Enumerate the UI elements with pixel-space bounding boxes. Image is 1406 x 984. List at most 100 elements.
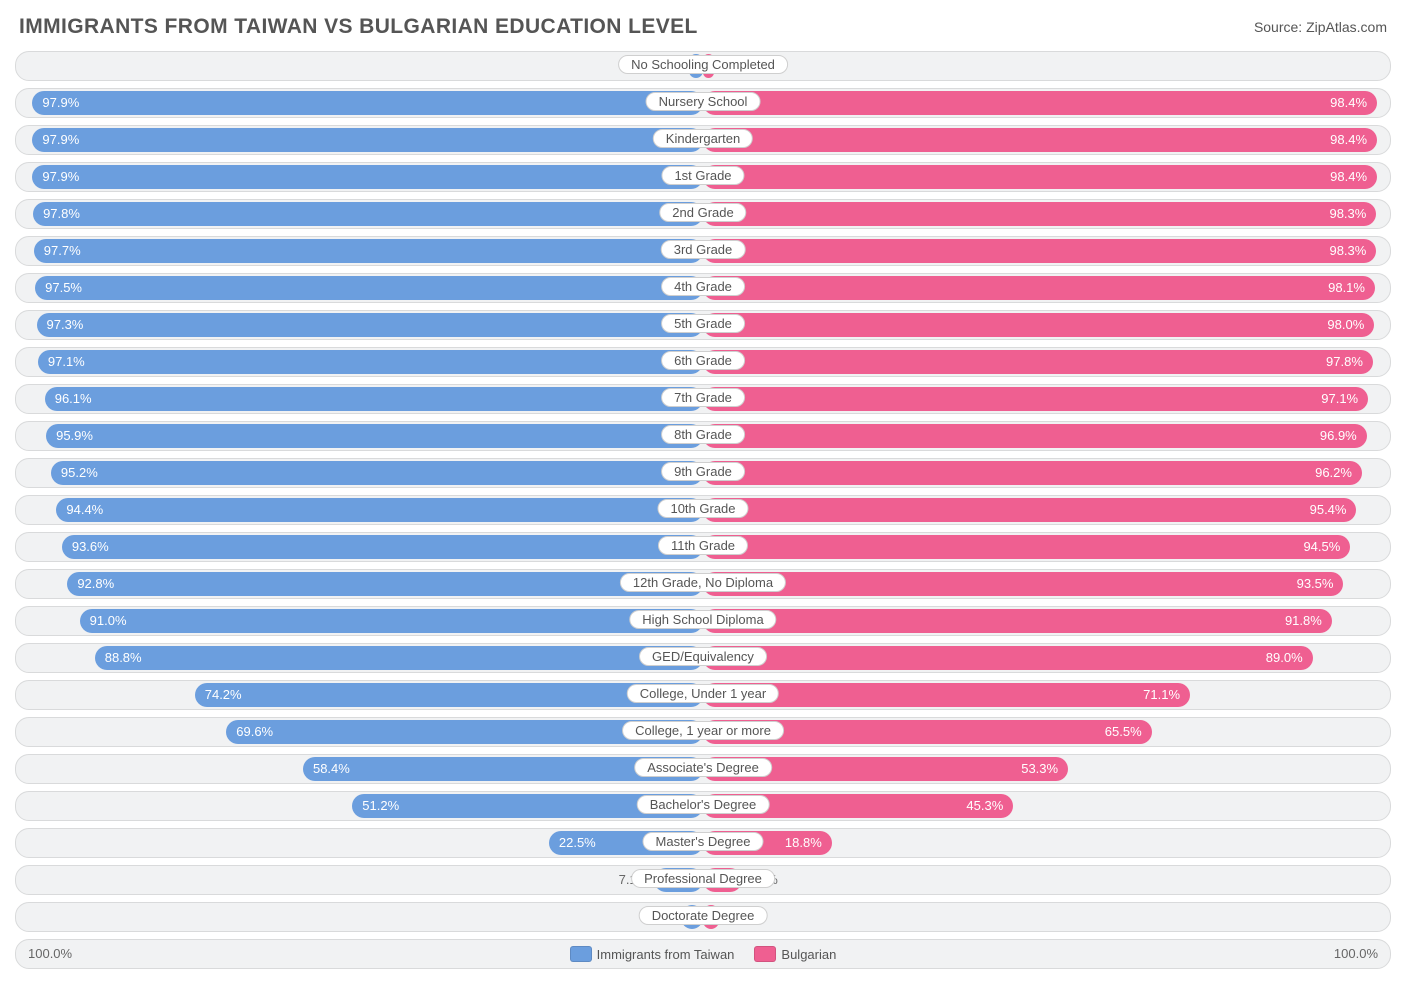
- bar-left: 97.5%: [35, 276, 703, 300]
- category-label: Professional Degree: [631, 869, 775, 888]
- diverging-bar-chart: 2.1%1.6%No Schooling Completed 97.9% 98.4%…: [15, 51, 1391, 969]
- bar-right: 97.8%: [703, 350, 1373, 374]
- chart-row: 96.1% 97.1% 7th Grade: [15, 384, 1391, 414]
- value-right: 98.1%: [1318, 276, 1375, 300]
- category-label: Associate's Degree: [634, 758, 772, 777]
- bar-left: 91.0%: [80, 609, 703, 633]
- value-right: 65.5%: [1095, 720, 1152, 744]
- axis-label-right: 100.0%: [1322, 940, 1390, 968]
- bar-left: 97.9%: [32, 165, 703, 189]
- value-left: 97.9%: [32, 91, 89, 115]
- chart-row: 95.9% 96.9% 8th Grade: [15, 421, 1391, 451]
- bar-right: 98.4%: [703, 128, 1377, 152]
- chart-row: 51.2%45.3%Bachelor's Degree: [15, 791, 1391, 821]
- bar-right: 98.3%: [703, 239, 1376, 263]
- value-left: 97.1%: [38, 350, 95, 374]
- value-right: 96.9%: [1310, 424, 1367, 448]
- value-left: 58.4%: [303, 757, 360, 781]
- category-label: No Schooling Completed: [618, 55, 788, 74]
- chart-row: 92.8%93.5%12th Grade, No Diploma: [15, 569, 1391, 599]
- category-label: 3rd Grade: [661, 240, 746, 259]
- bar-right: 98.0%: [703, 313, 1374, 337]
- bar-right: 91.8%: [703, 609, 1332, 633]
- legend-label-right: Bulgarian: [781, 947, 836, 962]
- category-label: 8th Grade: [661, 425, 745, 444]
- bar-left: 97.8%: [33, 202, 703, 226]
- bar-left: 95.9%: [46, 424, 703, 448]
- value-right: 98.3%: [1319, 239, 1376, 263]
- value-right: 18.8%: [775, 831, 832, 855]
- bar-right: 96.2%: [703, 461, 1362, 485]
- bar-right: 94.5%: [703, 535, 1350, 559]
- category-label: 9th Grade: [661, 462, 745, 481]
- category-label: 5th Grade: [661, 314, 745, 333]
- bar-right: 97.1%: [703, 387, 1368, 411]
- value-left: 95.2%: [51, 461, 108, 485]
- chart-row: 74.2%71.1%College, Under 1 year: [15, 680, 1391, 710]
- bar-right: 98.4%: [703, 165, 1377, 189]
- bar-right: 93.5%: [703, 572, 1343, 596]
- bar-left: 97.9%: [32, 128, 703, 152]
- chart-row: 2.1%1.6%No Schooling Completed: [15, 51, 1391, 81]
- value-left: 97.3%: [37, 313, 94, 337]
- value-left: 95.9%: [46, 424, 103, 448]
- bar-left: 94.4%: [56, 498, 703, 522]
- value-left: 74.2%: [195, 683, 252, 707]
- value-right: 91.8%: [1275, 609, 1332, 633]
- value-left: 92.8%: [67, 572, 124, 596]
- chart-row: 94.4%95.4%10th Grade: [15, 495, 1391, 525]
- legend-item-right: Bulgarian: [754, 946, 836, 962]
- legend-row: 100.0%Immigrants from TaiwanBulgarian100…: [15, 939, 1391, 969]
- value-right: 45.3%: [956, 794, 1013, 818]
- chart-row: 97.9% 98.4% Nursery School: [15, 88, 1391, 118]
- chart-row: 97.9%98.4%1st Grade: [15, 162, 1391, 192]
- value-left: 22.5%: [549, 831, 606, 855]
- value-right: 53.3%: [1011, 757, 1068, 781]
- value-right: 98.3%: [1319, 202, 1376, 226]
- value-left: 88.8%: [95, 646, 152, 670]
- value-right: 95.4%: [1300, 498, 1357, 522]
- category-label: 7th Grade: [661, 388, 745, 407]
- chart-row: 58.4% 53.3% Associate's Degree: [15, 754, 1391, 784]
- category-label: Master's Degree: [643, 832, 764, 851]
- value-right: 98.0%: [1317, 313, 1374, 337]
- bar-left: 96.1%: [45, 387, 703, 411]
- value-right: 98.4%: [1320, 128, 1377, 152]
- category-label: GED/Equivalency: [639, 647, 767, 666]
- value-left: 96.1%: [45, 387, 102, 411]
- value-right: 98.4%: [1320, 165, 1377, 189]
- bar-left: 97.9%: [32, 91, 703, 115]
- chart-row: 97.7% 98.3% 3rd Grade: [15, 236, 1391, 266]
- chart-row: 95.2% 96.2%9th Grade: [15, 458, 1391, 488]
- category-label: Kindergarten: [653, 129, 753, 148]
- value-right: 94.5%: [1293, 535, 1350, 559]
- value-right: 97.1%: [1311, 387, 1368, 411]
- value-left: 51.2%: [352, 794, 409, 818]
- bar-left: 97.1%: [38, 350, 703, 374]
- chart-row: 7.1%5.7%Professional Degree: [15, 865, 1391, 895]
- bar-left: 95.2%: [51, 461, 703, 485]
- bar-right: 98.1%: [703, 276, 1375, 300]
- category-label: College, Under 1 year: [627, 684, 779, 703]
- value-left: 69.6%: [226, 720, 283, 744]
- legend-swatch-right: [754, 946, 776, 962]
- value-left: 97.7%: [34, 239, 91, 263]
- bar-left: 93.6%: [62, 535, 703, 559]
- category-label: Doctorate Degree: [639, 906, 768, 925]
- chart-row: 88.8% 89.0% GED/Equivalency: [15, 643, 1391, 673]
- value-left: 97.9%: [32, 165, 89, 189]
- chart-row: 97.9% 98.4% Kindergarten: [15, 125, 1391, 155]
- chart-row: 69.6% 65.5% College, 1 year or more: [15, 717, 1391, 747]
- value-left: 97.8%: [33, 202, 90, 226]
- category-label: Nursery School: [646, 92, 761, 111]
- chart-header: IMMIGRANTS FROM TAIWAN VS BULGARIAN EDUC…: [15, 15, 1391, 39]
- category-label: 11th Grade: [658, 536, 748, 555]
- bar-right: 98.3%: [703, 202, 1376, 226]
- value-right: 98.4%: [1320, 91, 1377, 115]
- value-right: 89.0%: [1256, 646, 1313, 670]
- bar-left: 97.7%: [34, 239, 703, 263]
- category-label: College, 1 year or more: [622, 721, 784, 740]
- value-right: 97.8%: [1316, 350, 1373, 374]
- chart-row: 93.6% 94.5% 11th Grade: [15, 532, 1391, 562]
- category-label: 4th Grade: [661, 277, 745, 296]
